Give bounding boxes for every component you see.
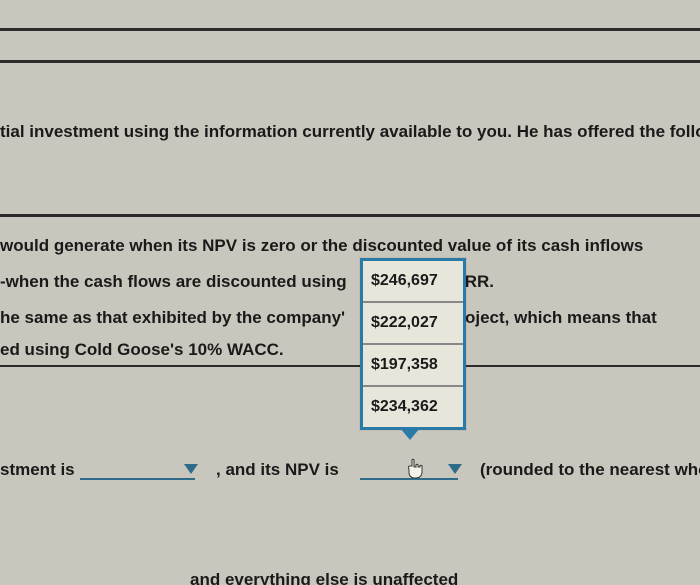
p2-line3-left: he same as that exhibited by the company… — [0, 308, 345, 328]
fill-right: (rounded to the nearest whole — [480, 460, 700, 480]
npv-dropdown-list[interactable]: $246,697 $222,027 $197,358 $234,362 — [360, 258, 466, 430]
bottom-cut-text: and everything else is unaffected — [190, 570, 458, 585]
dropdown-option[interactable]: $234,362 — [363, 387, 463, 427]
blank-investment[interactable] — [80, 462, 195, 480]
p2-line4: ed using Cold Goose's 10% WACC. — [0, 340, 284, 360]
divider-top-2 — [0, 60, 700, 63]
divider-left — [0, 365, 360, 367]
p2-line3-right: oject, which means that — [465, 308, 657, 328]
cursor-hand-icon — [405, 458, 425, 485]
divider-top-1 — [0, 28, 700, 31]
p2-line1: would generate when its NPV is zero or t… — [0, 236, 643, 256]
dropdown-caret-icon[interactable] — [446, 458, 462, 478]
fill-left: stment is — [0, 460, 75, 480]
dropdown-tail-icon — [400, 428, 420, 440]
intro-text: tial investment using the information cu… — [0, 122, 700, 142]
dropdown-caret-icon[interactable] — [182, 458, 198, 478]
page-root: tial investment using the information cu… — [0, 0, 700, 585]
divider-right — [465, 365, 700, 367]
dropdown-option[interactable]: $246,697 — [363, 261, 463, 303]
divider-mid — [0, 214, 700, 217]
dropdown-option[interactable]: $222,027 — [363, 303, 463, 345]
p2-line2-left: -when the cash flows are discounted usin… — [0, 272, 347, 292]
dropdown-option[interactable]: $197,358 — [363, 345, 463, 387]
fill-mid: , and its NPV is — [216, 460, 339, 480]
